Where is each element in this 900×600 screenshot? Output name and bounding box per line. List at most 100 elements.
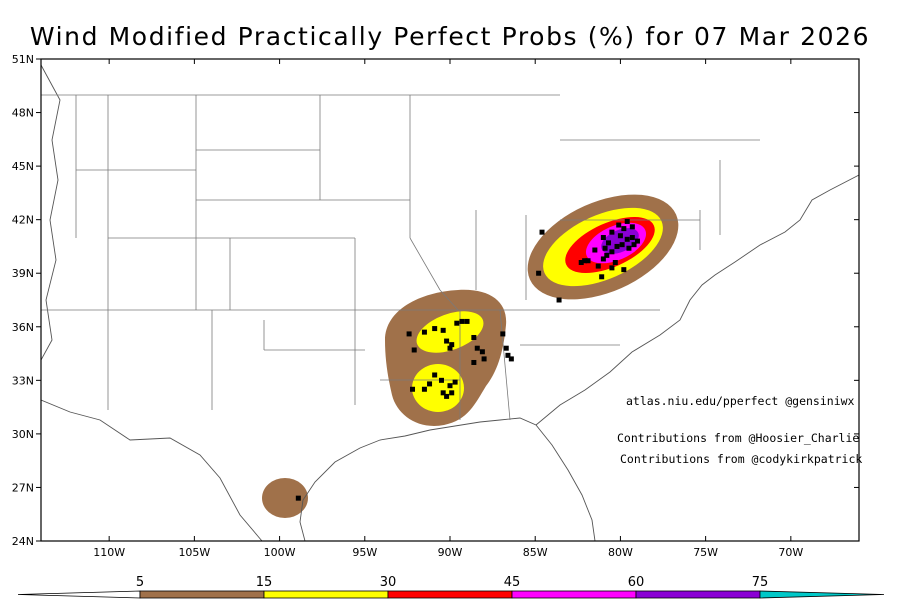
lat-label: 51N (12, 53, 34, 66)
state-borders (41, 94, 760, 421)
wind-report-marker (410, 386, 416, 392)
wind-report-marker (479, 349, 485, 355)
lat-label: 36N (12, 321, 34, 334)
lat-label: 48N (12, 107, 34, 120)
prob-contour-15 (412, 364, 464, 412)
wind-report-marker (609, 249, 615, 255)
map-title: Wind Modified Practically Perfect Probs … (29, 22, 871, 51)
lon-label: 100W (264, 546, 296, 559)
wind-report-marker (536, 270, 542, 276)
wind-report-marker (621, 226, 627, 232)
colorbar-label: 5 (136, 575, 144, 590)
wind-report-marker (459, 318, 465, 324)
wind-report-marker (592, 247, 598, 253)
colorbar-label: 30 (380, 575, 397, 590)
wind-report-marker (629, 224, 635, 230)
wind-report-marker (295, 495, 301, 501)
wind-report-marker (600, 235, 606, 241)
lon-label: 85W (523, 546, 548, 559)
wind-report-marker (634, 238, 640, 244)
lat-label: 27N (12, 481, 34, 494)
wind-report-marker (629, 235, 635, 241)
lon-label: 70W (778, 546, 803, 559)
wind-report-marker (617, 233, 623, 239)
coastlines (41, 64, 859, 541)
colorbar-segment (635, 590, 761, 599)
colorbar-segment (139, 590, 265, 599)
wind-report-marker (449, 390, 455, 396)
wind-report-marker (432, 326, 438, 332)
wind-report-marker (440, 327, 446, 333)
wind-report-marker (614, 243, 620, 249)
lon-label: 105W (178, 546, 210, 559)
lat-label: 45N (12, 160, 34, 173)
wind-report-marker (595, 263, 601, 269)
wind-report-marker (444, 393, 450, 399)
wind-report-marker (440, 390, 446, 396)
wind-report-marker (454, 320, 460, 326)
credit-contrib-1: Contributions from @Hoosier_Charlie (617, 431, 859, 445)
colorbar-label: 45 (504, 575, 521, 590)
wind-report-marker (471, 334, 477, 340)
lon-label: 80W (608, 546, 633, 559)
wind-report-marker (605, 240, 611, 246)
colorbar-under-triangle (17, 590, 141, 599)
wind-report-marker (599, 274, 605, 280)
wind-report-marker (578, 260, 584, 266)
wind-report-marker (539, 229, 545, 235)
wind-report-marker (621, 267, 627, 273)
wind-report-marker (609, 229, 615, 235)
wind-report-marker (464, 318, 470, 324)
colorbar-label: 60 (628, 575, 645, 590)
wind-report-marker (609, 265, 615, 271)
wind-report-marker (444, 338, 450, 344)
credit-site: atlas.niu.edu/pperfect @gensiniwx (626, 394, 855, 408)
wind-report-marker (616, 222, 622, 228)
lat-label: 30N (12, 428, 34, 441)
wind-report-marker (612, 260, 618, 266)
wind-report-marker (447, 345, 453, 351)
wind-report-marker (421, 386, 427, 392)
lat-label: 39N (12, 267, 34, 280)
wind-report-marker (624, 236, 630, 242)
colorbar-over-triangle (759, 590, 885, 599)
prob-contour-5 (262, 478, 308, 518)
wind-report-marker (481, 356, 487, 362)
wind-report-marker (631, 242, 637, 248)
lat-label: 33N (12, 374, 34, 387)
wind-report-marker (500, 331, 506, 337)
credit-contrib-2: Contributions from @codykirkpatrick (620, 452, 862, 466)
wind-report-marker (508, 356, 514, 362)
lat-label: 42N (12, 214, 34, 227)
wind-report-marker (452, 379, 458, 385)
wind-report-marker (600, 256, 606, 262)
wind-report-marker (449, 342, 455, 348)
wind-report-marker (427, 381, 433, 387)
colorbar: 5 15 30 45 60 75 (17, 575, 885, 599)
wind-report-marker (503, 345, 509, 351)
wind-report-marker (505, 352, 511, 358)
wind-report-marker (471, 359, 477, 365)
wind-report-marker (585, 258, 591, 264)
colorbar-segment (263, 590, 389, 599)
map-axes: 51N 48N 45N 42N 39N 36N 33N 30N 27N 24N 110W 105W 10… (12, 53, 859, 559)
wind-report-marker (604, 252, 610, 258)
lon-label: 110W (93, 546, 125, 559)
lat-label: 24N (12, 535, 34, 548)
wind-report-marker (432, 372, 438, 378)
wind-report-marker (411, 347, 417, 353)
wind-report-marker (582, 258, 588, 264)
lon-label: 95W (352, 546, 377, 559)
wind-report-marker (556, 297, 562, 303)
wind-report-marker (438, 377, 444, 383)
wind-report-marker (474, 345, 480, 351)
colorbar-segment (387, 590, 513, 599)
colorbar-label: 15 (256, 575, 273, 590)
probability-shading (262, 194, 679, 518)
wind-report-marker (602, 245, 608, 251)
wind-report-marker (406, 331, 412, 337)
wind-report-marker (626, 245, 632, 251)
colorbar-label: 75 (752, 575, 769, 590)
wind-reports (295, 218, 640, 501)
wind-report-marker (421, 329, 427, 335)
